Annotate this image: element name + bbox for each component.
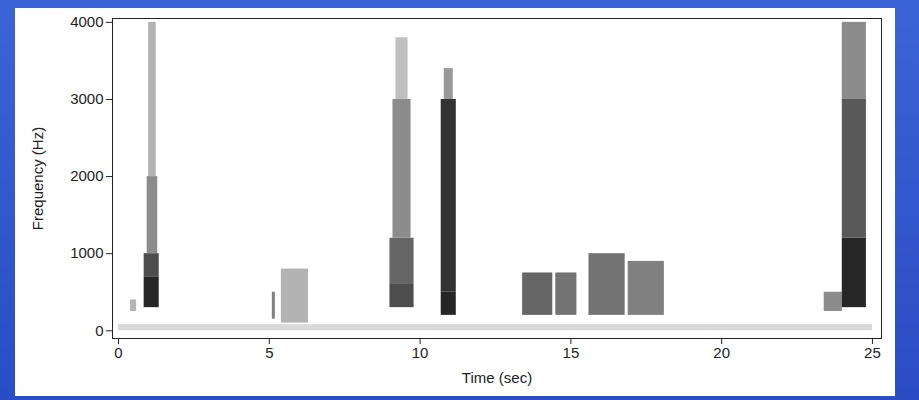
svg-text:0: 0: [95, 322, 103, 339]
svg-text:Time (sec): Time (sec): [462, 369, 532, 386]
svg-text:25: 25: [864, 344, 881, 361]
svg-text:5: 5: [265, 344, 273, 361]
svg-text:4000: 4000: [70, 13, 103, 30]
svg-text:3000: 3000: [70, 90, 103, 107]
svg-text:0: 0: [114, 344, 122, 361]
svg-text:2000: 2000: [70, 167, 103, 184]
svg-text:Frequency (Hz): Frequency (Hz): [29, 127, 46, 230]
svg-text:15: 15: [563, 344, 580, 361]
svg-text:10: 10: [412, 344, 429, 361]
svg-text:20: 20: [713, 344, 730, 361]
svg-text:1000: 1000: [70, 244, 103, 261]
